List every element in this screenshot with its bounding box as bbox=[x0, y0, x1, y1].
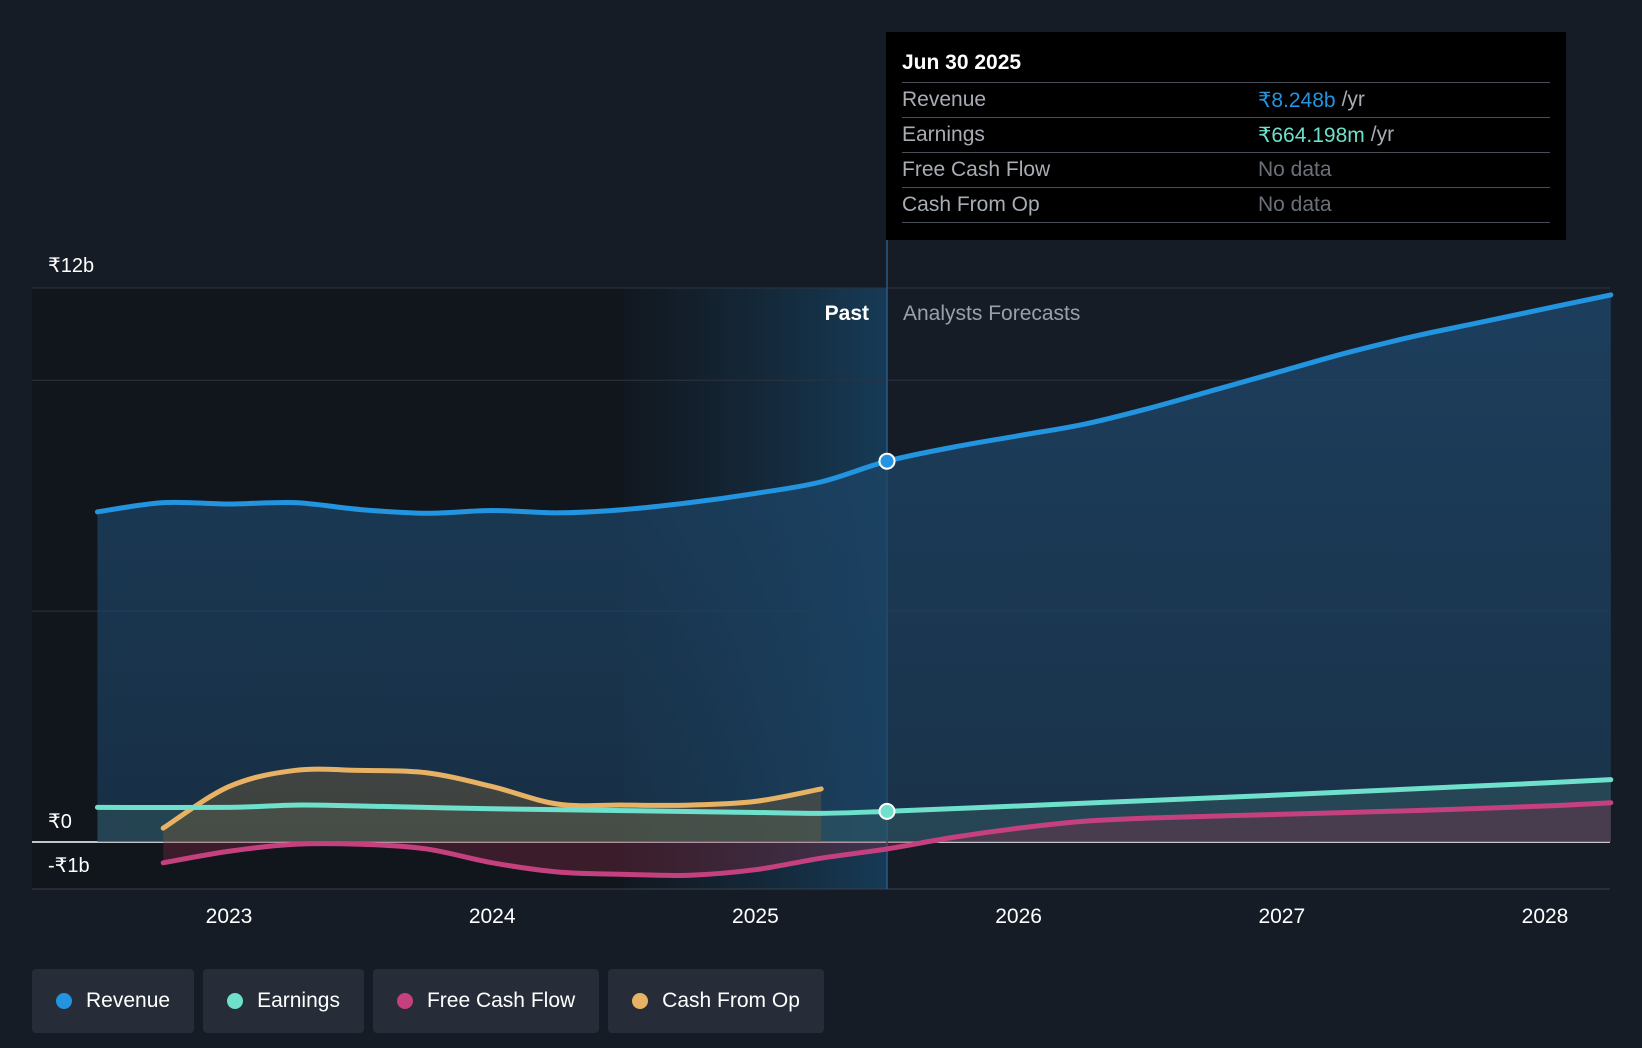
tooltip-value: No data bbox=[1258, 158, 1332, 181]
forecast-label: Analysts Forecasts bbox=[903, 302, 1080, 325]
tooltip-unit: /yr bbox=[1370, 123, 1395, 146]
revenue-area bbox=[97, 294, 1611, 842]
legend-label: Cash From Op bbox=[662, 989, 800, 1012]
earnings-line bbox=[94, 777, 1614, 816]
tooltip-label: Earnings bbox=[902, 123, 985, 146]
revenue-dot-icon bbox=[56, 993, 72, 1009]
revenue-highlight-point bbox=[878, 452, 896, 470]
x-tick-label: 2028 bbox=[1522, 905, 1569, 928]
tooltip-row-cash-from-op: Cash From Op No data bbox=[902, 188, 1550, 223]
cash-from-op-line bbox=[160, 766, 824, 831]
free-cash-flow-line bbox=[160, 800, 1614, 878]
legend-label: Revenue bbox=[86, 989, 171, 1012]
tooltip-value: No data bbox=[1258, 193, 1332, 216]
tooltip-row-free-cash-flow: Free Cash Flow No data bbox=[902, 153, 1550, 188]
x-tick-label: 2026 bbox=[995, 905, 1042, 928]
x-tick-label: 2027 bbox=[1258, 905, 1305, 928]
past-label: Past bbox=[825, 302, 869, 325]
legend-item-cash-from-op[interactable]: Cash From Op bbox=[608, 969, 824, 1033]
legend-label: Earnings bbox=[257, 989, 340, 1012]
tooltip-unit: /yr bbox=[1341, 88, 1365, 111]
tooltip-label: Cash From Op bbox=[902, 193, 1040, 216]
tooltip-date: Jun 30 2025 bbox=[902, 48, 1550, 83]
x-tick-label: 2023 bbox=[206, 905, 253, 928]
revenue-line bbox=[94, 292, 1614, 516]
legend-item-earnings[interactable]: Earnings bbox=[203, 969, 364, 1033]
y-tick-label: ₹12b bbox=[48, 255, 94, 277]
free-cash-flow-area bbox=[163, 802, 1611, 876]
cash-from-op-area bbox=[163, 769, 822, 842]
earnings-dot-icon bbox=[227, 993, 244, 1009]
y-tick-label: -₹1b bbox=[48, 855, 90, 877]
chart: ₹12b ₹0 -₹1b 2023 2024 2025 2026 2027 2028 Past An… bbox=[32, 240, 1614, 928]
x-tick-label: 2025 bbox=[732, 905, 779, 928]
tooltip-row-earnings: Earnings ₹664.198m /yr bbox=[902, 118, 1550, 153]
legend-item-free-cash-flow[interactable]: Free Cash Flow bbox=[372, 969, 600, 1033]
tooltip-label: Revenue bbox=[902, 88, 987, 111]
x-tick-label: 2024 bbox=[469, 905, 516, 928]
tooltip-value: ₹664.198m bbox=[1258, 123, 1365, 147]
tooltip: Jun 30 2025 Revenue ₹8.248b /yr Earnings… bbox=[886, 32, 1566, 240]
tooltip-row-revenue: Revenue ₹8.248b /yr bbox=[902, 83, 1550, 118]
tooltip-value: ₹8.248b bbox=[1258, 88, 1336, 112]
legend: Revenue Earnings Free Cash Flow Cash Fro… bbox=[32, 969, 824, 1033]
earnings-highlight-point bbox=[878, 802, 896, 820]
legend-item-revenue[interactable]: Revenue bbox=[32, 969, 195, 1033]
earnings-area bbox=[97, 779, 1611, 842]
legend-label: Free Cash Flow bbox=[426, 989, 576, 1012]
cash-from-op-dot-icon bbox=[632, 993, 649, 1009]
tooltip-label: Free Cash Flow bbox=[902, 158, 1051, 181]
y-tick-label: ₹0 bbox=[48, 811, 72, 833]
free-cash-flow-dot-icon bbox=[396, 993, 413, 1009]
